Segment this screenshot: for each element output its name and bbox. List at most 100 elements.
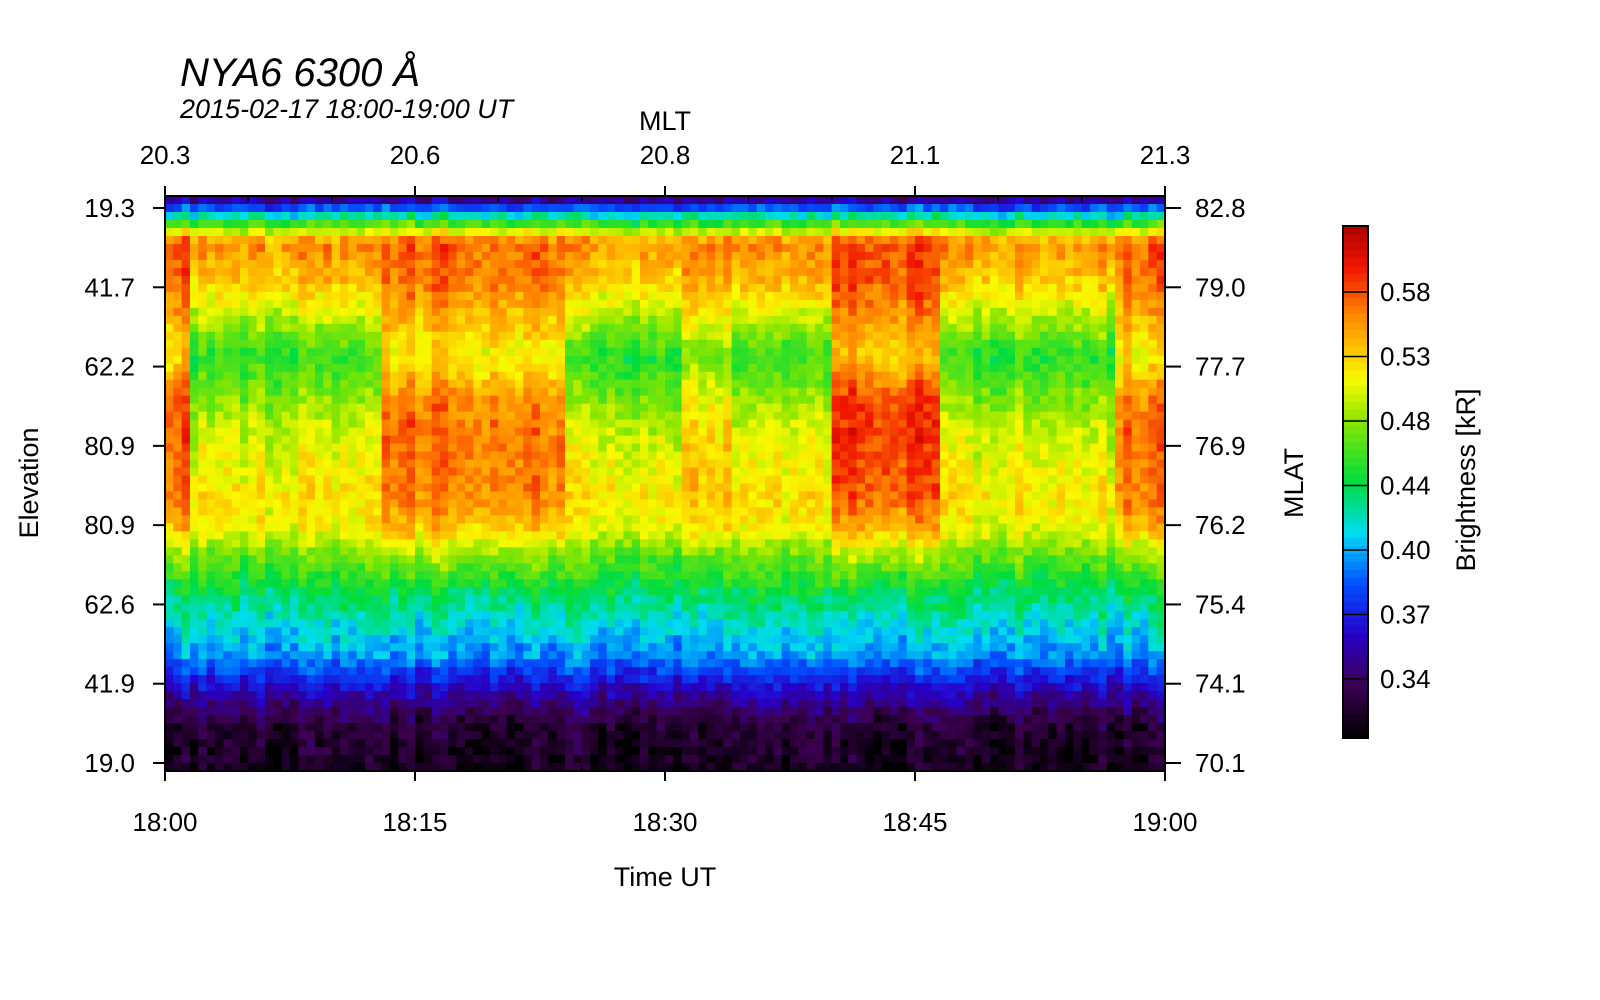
heatmap-cell — [190, 435, 199, 445]
heatmap-cell — [273, 307, 283, 317]
heatmap-cell — [190, 347, 199, 357]
heatmap-cell — [398, 355, 408, 365]
heatmap-cell — [531, 763, 541, 772]
heatmap-cell — [723, 571, 733, 580]
heatmap-cell — [673, 403, 683, 413]
heatmap-cell — [381, 683, 391, 692]
heatmap-cell — [456, 659, 466, 668]
heatmap-cell — [548, 499, 558, 509]
heatmap-cell — [440, 219, 449, 229]
heatmap-cell — [506, 483, 516, 493]
heatmap-cell — [306, 419, 316, 429]
heatmap-cell — [406, 315, 416, 325]
heatmap-cell — [740, 371, 749, 381]
heatmap-cell — [331, 539, 341, 548]
heatmap-cell — [723, 259, 733, 269]
heatmap-cell — [523, 467, 533, 477]
heatmap-cell — [356, 523, 366, 533]
heatmap-cell — [615, 211, 624, 221]
heatmap-cell — [390, 643, 399, 652]
heatmap-cell — [640, 355, 649, 365]
heatmap-cell — [615, 539, 624, 548]
heatmap-cell — [623, 467, 633, 477]
heatmap-cell — [206, 555, 216, 564]
heatmap-cell — [498, 691, 508, 700]
heatmap-cell — [331, 267, 341, 277]
heatmap-cell — [256, 499, 266, 509]
heatmap-cell — [648, 755, 658, 764]
heatmap-cell — [373, 555, 383, 564]
heatmap-cell — [398, 363, 408, 373]
heatmap-cell — [581, 667, 591, 676]
heatmap-cell — [281, 395, 291, 405]
heatmap-cell — [273, 723, 283, 732]
heatmap-cell — [731, 267, 741, 277]
heatmap-cell — [615, 747, 624, 756]
heatmap-cell — [190, 763, 199, 772]
heatmap-cell — [681, 419, 691, 429]
heatmap-cell — [690, 579, 699, 588]
heatmap-cell — [706, 611, 716, 620]
heatmap-cell — [440, 675, 449, 684]
heatmap-cell — [373, 739, 383, 748]
heatmap-cell — [331, 651, 341, 660]
heatmap-cell — [565, 651, 574, 660]
heatmap-cell — [690, 507, 699, 517]
heatmap-cell — [331, 483, 341, 493]
heatmap-cell — [456, 731, 466, 740]
heatmap-cell — [248, 283, 258, 293]
heatmap-cell — [498, 283, 508, 293]
heatmap-cell — [515, 739, 524, 748]
heatmap-cell — [723, 523, 733, 533]
heatmap-cell — [590, 507, 599, 517]
heatmap-cell — [323, 196, 333, 205]
heatmap-cell — [206, 267, 216, 277]
heatmap-cell — [531, 523, 541, 533]
heatmap-cell — [540, 451, 549, 461]
heatmap-cell — [381, 619, 391, 628]
heatmap-cell — [548, 547, 558, 556]
heatmap-cell — [315, 331, 324, 341]
heatmap-cell — [173, 196, 183, 205]
heatmap-cell — [298, 531, 308, 541]
heatmap-cell — [615, 243, 624, 253]
heatmap-cell — [165, 371, 174, 381]
heatmap-cell — [240, 331, 249, 341]
heatmap-cell — [581, 707, 591, 716]
heatmap-cell — [523, 483, 533, 493]
heatmap-cell — [190, 315, 199, 325]
heatmap-cell — [690, 259, 699, 269]
heatmap-cell — [615, 715, 624, 724]
heatmap-cell — [498, 339, 508, 349]
heatmap-cell — [631, 203, 641, 213]
chart-subtitle: 2015-02-17 18:00-19:00 UT — [179, 94, 516, 124]
heatmap-cell — [606, 499, 616, 509]
heatmap-cell — [315, 611, 324, 620]
heatmap-cell — [281, 251, 291, 261]
heatmap-cell — [673, 659, 683, 668]
heatmap-cell — [390, 483, 399, 493]
heatmap-cell — [640, 683, 649, 692]
heatmap-cell — [523, 531, 533, 541]
heatmap-cell — [348, 363, 358, 373]
heatmap-cell — [331, 291, 341, 301]
heatmap-cell — [165, 459, 174, 469]
heatmap-cell — [623, 315, 633, 325]
heatmap-cell — [615, 219, 624, 229]
heatmap-cell — [656, 427, 666, 437]
heatmap-cell — [648, 707, 658, 716]
heatmap-cell — [573, 595, 583, 604]
heatmap-cell — [681, 363, 691, 373]
heatmap-cell — [490, 603, 499, 612]
heatmap-cell — [615, 483, 624, 493]
heatmap-cell — [456, 291, 466, 301]
heatmap-cell — [556, 611, 566, 620]
heatmap-cell — [506, 515, 516, 525]
heatmap-cell — [523, 499, 533, 509]
heatmap-cell — [640, 259, 649, 269]
heatmap-cell — [598, 475, 608, 485]
heatmap-cell — [473, 347, 483, 357]
heatmap-cell — [656, 611, 666, 620]
heatmap-cell — [356, 219, 366, 229]
heatmap-cell — [715, 403, 724, 413]
